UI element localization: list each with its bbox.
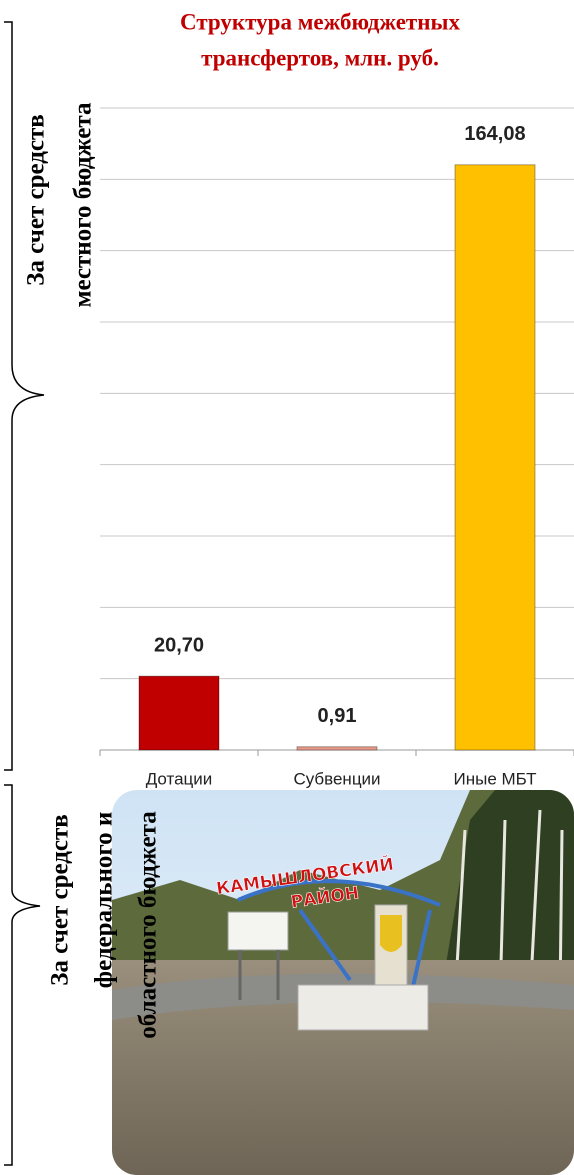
x-tick-label: Иные МБТ bbox=[454, 769, 537, 788]
bar bbox=[296, 746, 378, 751]
chart-title: трансфертов, млн. руб. bbox=[201, 45, 439, 70]
annotation: местного бюджета bbox=[70, 102, 97, 307]
x-tick-label: Дотации bbox=[146, 769, 213, 788]
brace bbox=[4, 21, 45, 1166]
annotation: За счет средств bbox=[23, 114, 50, 286]
bar bbox=[138, 675, 220, 751]
annotation: федерального и bbox=[91, 812, 118, 988]
bar bbox=[454, 164, 536, 751]
annotation: областного бюджета bbox=[135, 811, 162, 1039]
value-label: 0,91 bbox=[318, 705, 357, 727]
chart-title: Структура межбюджетных bbox=[180, 9, 460, 34]
x-tick-label: Субвенции bbox=[293, 769, 380, 788]
value-label: 20,70 bbox=[154, 634, 204, 656]
annotation: За счет средств bbox=[47, 814, 74, 986]
value-label: 164,08 bbox=[464, 123, 525, 145]
photo bbox=[112, 790, 574, 1175]
